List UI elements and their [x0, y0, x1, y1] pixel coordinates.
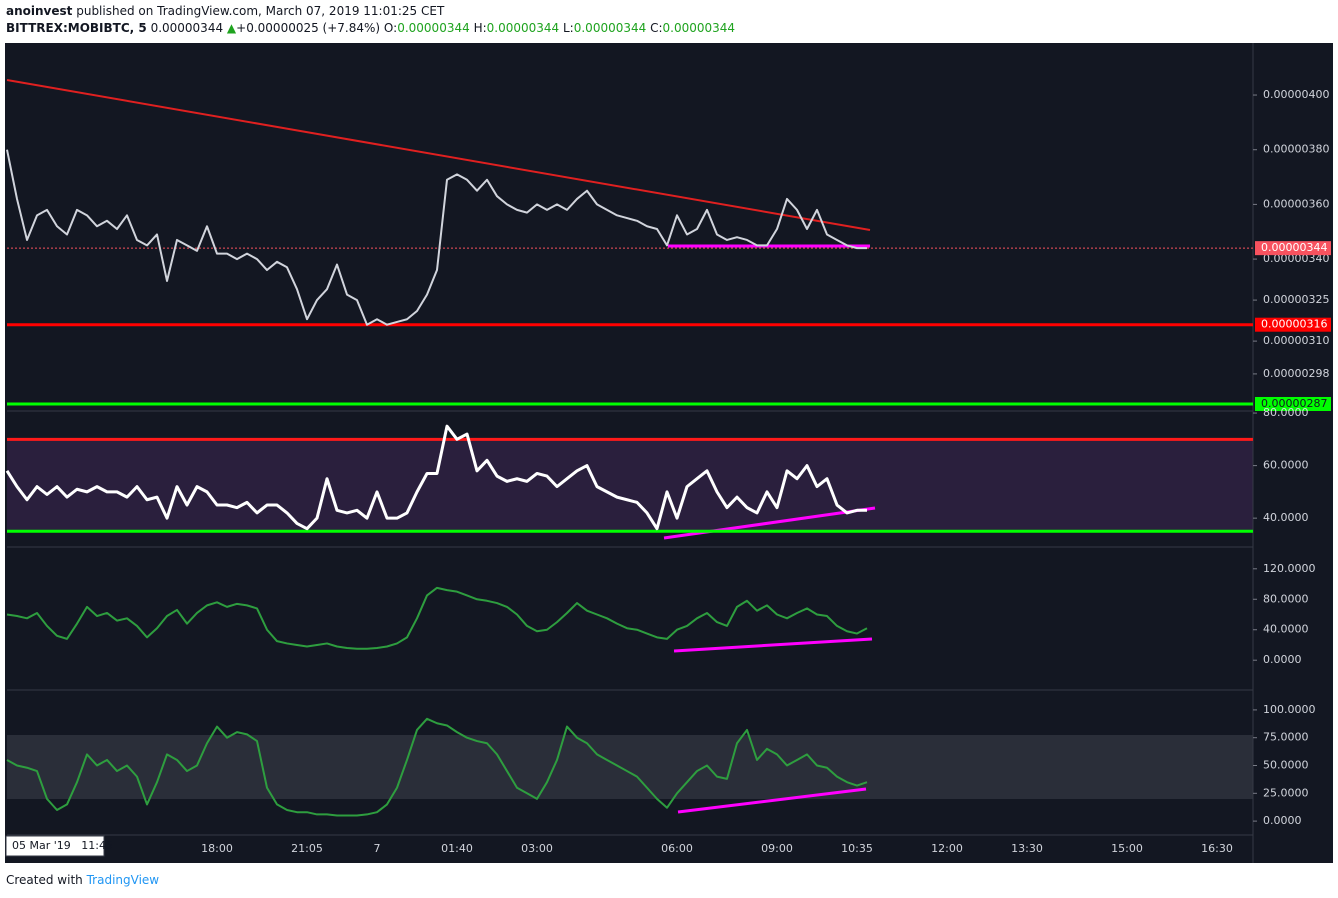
- y-tick-label: 60.0000: [1263, 459, 1309, 472]
- series-line: [5, 424, 867, 531]
- x-tick-label: 15:00: [1111, 842, 1143, 855]
- ohlc-value: 0.00000344: [573, 21, 647, 35]
- price: 0.00000344: [150, 21, 224, 35]
- level-label: 0.00000287: [1261, 397, 1327, 410]
- y-tick-label: 40.0000: [1263, 511, 1309, 524]
- y-tick-label: 0.00000360: [1263, 197, 1329, 210]
- published: published on TradingView.com, March 07, …: [76, 4, 445, 18]
- divergence-line: [673, 637, 873, 653]
- x-tick-label: 01:40: [441, 842, 473, 855]
- level-label: 0.00000316: [1261, 318, 1327, 331]
- ohlc-label: H:: [473, 21, 487, 35]
- y-tick-label: 0.0000: [1263, 814, 1302, 827]
- y-tick-label: 0.00000340: [1263, 252, 1329, 265]
- y-tick-label: 0.00000325: [1263, 293, 1329, 306]
- series-line: [6, 717, 868, 817]
- y-tick-label: 75.0000: [1263, 731, 1309, 744]
- footer-created: Created with: [6, 873, 83, 887]
- y-tick-label: 100.0000: [1263, 703, 1316, 716]
- y-tick-label: 80.0000: [1263, 592, 1309, 605]
- chart: 05 Mar '19 11:45 0.00000400 0.00000380 0.0…: [5, 43, 1333, 863]
- y-tick-label: 0.00000310: [1263, 334, 1329, 347]
- level-label: 0.00000344: [1261, 241, 1327, 254]
- y-tick-label: 50.0000: [1263, 759, 1309, 772]
- author: anoinvest: [6, 4, 73, 18]
- x-tick-label: 13:30: [1011, 842, 1043, 855]
- level-label-box: [1255, 241, 1331, 256]
- header-line-2: BITTREX:MOBIBTC, 5 0.00000344 ▲+0.000000…: [6, 21, 735, 35]
- divergence-line: [677, 787, 867, 814]
- y-tick-label: 0.00000380: [1263, 143, 1329, 156]
- ohlc-value: 0.00000344: [662, 21, 736, 35]
- x-tick-label: 03:00: [521, 842, 553, 855]
- x-tick-label: 21:05: [291, 842, 323, 855]
- x-tick-label: 06:00: [661, 842, 693, 855]
- y-tick-label: 0.00000400: [1263, 88, 1329, 101]
- footer-brand[interactable]: TradingView: [86, 873, 160, 887]
- y-tick-label: 80.0000: [1263, 406, 1309, 419]
- header-line-1: anoinvest published on TradingView.com, …: [6, 4, 444, 18]
- ohlc-value: 0.00000344: [486, 21, 560, 35]
- x-tick-label: 7: [374, 842, 381, 855]
- cursor-label: 05 Mar '19 11:45: [12, 839, 113, 852]
- arrow: ▲: [226, 21, 237, 35]
- ohlc-label: O:: [383, 21, 398, 35]
- x-tick-label: 12:00: [931, 842, 963, 855]
- cursor-box: [5, 835, 105, 857]
- y-tick-label: 120.0000: [1263, 562, 1316, 575]
- x-tick-label: 09:00: [761, 842, 793, 855]
- series-line: [6, 149, 867, 326]
- level-label-box: [1255, 396, 1331, 411]
- osc-band: [7, 735, 1253, 799]
- y-tick-label: 40.0000: [1263, 623, 1309, 636]
- series-line: [6, 586, 868, 650]
- symbol: BITTREX:MOBIBTC, 5: [6, 21, 147, 35]
- ohlc-label: C:: [650, 21, 663, 35]
- divergence-line: [663, 506, 876, 540]
- level-label-box: [1255, 317, 1331, 332]
- trend-line: [6, 79, 871, 231]
- footer: Created with TradingView: [6, 873, 159, 887]
- y-tick-label: 0.0000: [1263, 653, 1302, 666]
- x-tick-label: 18:00: [201, 842, 233, 855]
- x-tick-label: 16:30: [1201, 842, 1233, 855]
- y-tick-label: 25.0000: [1263, 786, 1309, 799]
- ohlc-label: L:: [563, 21, 574, 35]
- ohlc-value: 0.00000344: [397, 21, 470, 35]
- y-tick-label: 0.00000298: [1263, 367, 1329, 380]
- change: +0.00000025 (+7.84%): [236, 21, 381, 35]
- x-tick-label: 10:35: [841, 842, 873, 855]
- rsi-band: [7, 440, 1253, 532]
